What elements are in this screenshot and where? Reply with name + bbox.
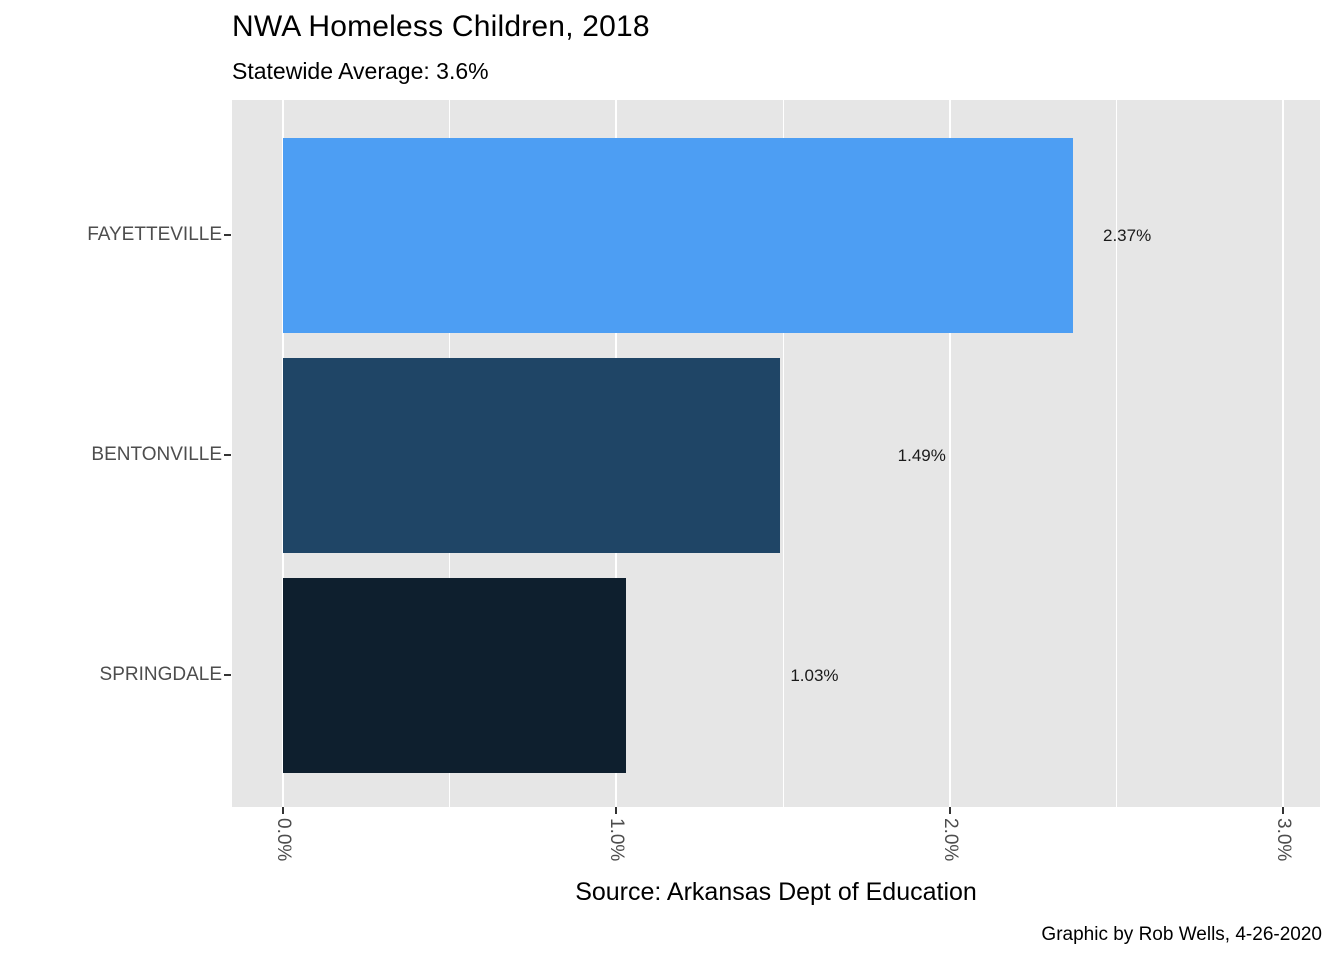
plot-caption: Graphic by Rob Wells, 4-26-2020 bbox=[1041, 924, 1322, 945]
x-tick-mark bbox=[282, 807, 284, 814]
x-axis-tick-label: 1.0% bbox=[606, 818, 628, 862]
gridline-minor bbox=[1115, 100, 1117, 807]
bar-value-label: 1.49% bbox=[897, 446, 946, 465]
y-axis-label: SPRINGDALE bbox=[99, 664, 222, 685]
x-tick-mark bbox=[1282, 807, 1284, 814]
x-tick-mark bbox=[615, 807, 618, 814]
y-axis-label: BENTONVILLE bbox=[91, 444, 222, 465]
chart-subtitle: Statewide Average: 3.6% bbox=[232, 58, 489, 84]
gridline-minor bbox=[782, 100, 784, 807]
x-axis-tick-label: 2.0% bbox=[939, 818, 961, 862]
bar-value-label: 1.03% bbox=[790, 666, 839, 685]
gridline-major bbox=[1282, 100, 1284, 807]
plot-panel: 2.37% 1.49% 1.03% bbox=[232, 100, 1320, 807]
bar-value-label: 2.37% bbox=[1103, 226, 1152, 245]
bar-bentonville bbox=[283, 357, 780, 553]
bar-fayetteville bbox=[283, 137, 1073, 333]
gridline-major bbox=[948, 100, 951, 807]
x-axis-title: Source: Arkansas Dept of Education bbox=[575, 878, 977, 906]
y-tick-mark bbox=[224, 454, 231, 456]
x-tick-mark bbox=[948, 807, 951, 814]
x-axis-tick-label: 0.0% bbox=[273, 818, 294, 862]
y-axis-label: FAYETTEVILLE bbox=[87, 224, 222, 245]
y-tick-mark bbox=[224, 674, 231, 676]
chart-title: NWA Homeless Children, 2018 bbox=[232, 10, 650, 43]
bar-springdale bbox=[283, 577, 627, 773]
x-axis-tick-label: 3.0% bbox=[1273, 818, 1294, 862]
y-tick-mark bbox=[224, 234, 231, 236]
